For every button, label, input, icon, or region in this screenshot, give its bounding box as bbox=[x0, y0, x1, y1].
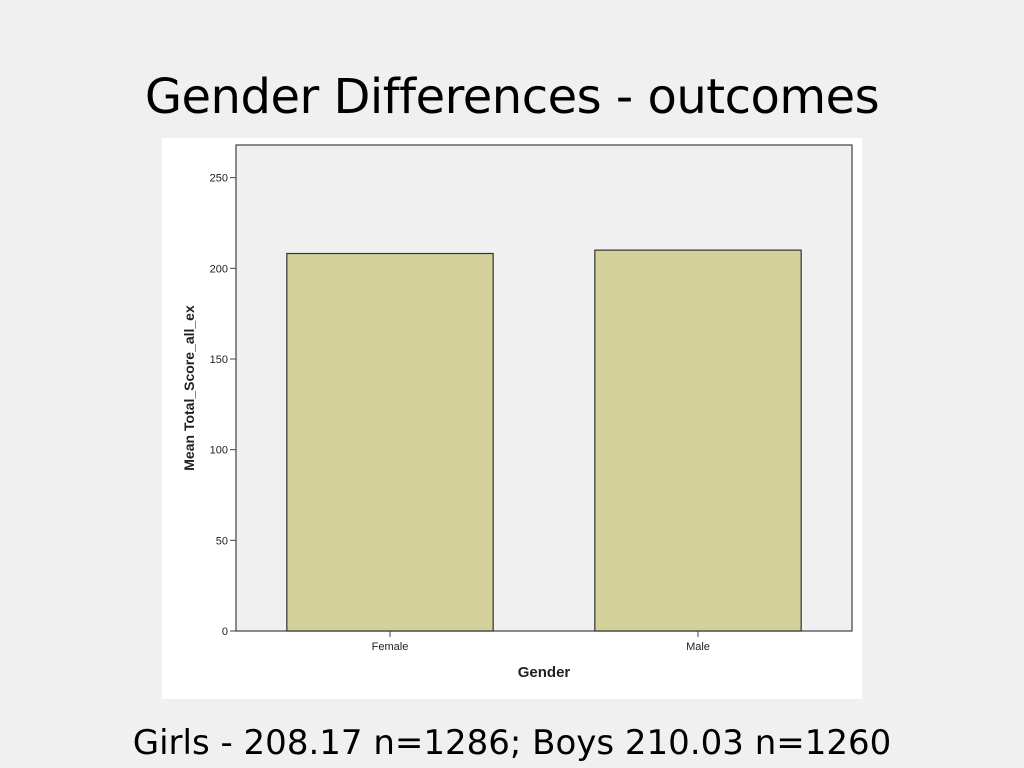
x-axis: Female Male bbox=[372, 631, 710, 653]
x-axis-title: Gender bbox=[518, 664, 571, 681]
bar-female bbox=[286, 252, 494, 632]
y-tick-label: 200 bbox=[210, 263, 228, 275]
slide-caption: Girls - 208.17 n=1286; Boys 210.03 n=126… bbox=[132, 723, 892, 763]
x-tick-label-female: Female bbox=[372, 641, 409, 653]
slide-title: Gender Differences - outcomes bbox=[144, 69, 880, 125]
y-axis: 0 50 100 150 200 250 bbox=[210, 173, 236, 638]
chart-panel: 0 50 100 150 200 250 Female Male Gender Mean T… bbox=[162, 138, 862, 699]
y-tick-label: 0 bbox=[222, 626, 228, 638]
bars-layer bbox=[286, 249, 802, 632]
bar-chart: 0 50 100 150 200 250 Female Male Gender Mean T… bbox=[181, 144, 853, 681]
y-tick-label: 100 bbox=[210, 445, 228, 457]
y-axis-title: Mean Total_Score_all_ex bbox=[181, 305, 197, 471]
y-tick-label: 50 bbox=[216, 535, 228, 547]
y-tick-label: 250 bbox=[210, 173, 228, 185]
x-tick-label-male: Male bbox=[686, 641, 710, 653]
bar-male bbox=[594, 249, 802, 632]
y-tick-label: 150 bbox=[210, 354, 228, 366]
